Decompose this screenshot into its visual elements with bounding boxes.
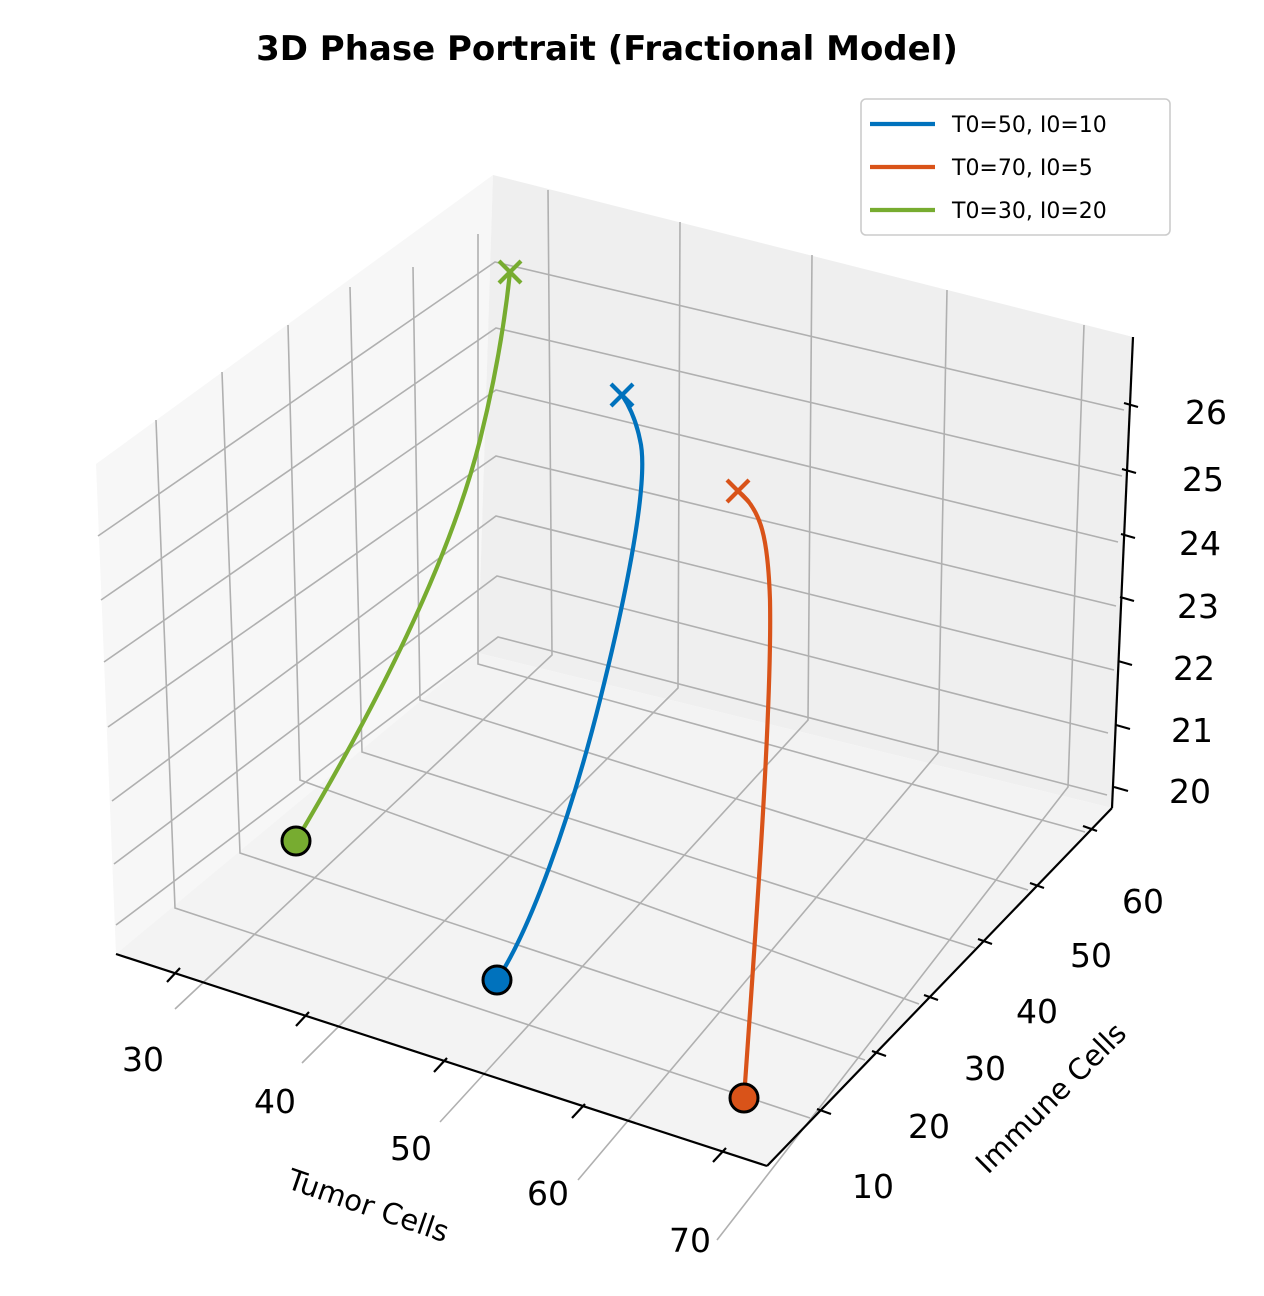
y-tick-labels: 10 20 30 40 50 60	[852, 882, 1164, 1206]
series-group	[280, 259, 523, 857]
series-start-marker	[280, 825, 312, 857]
z-tick-mark	[1120, 532, 1136, 540]
z-grid-line	[103, 389, 1119, 663]
y-tick-mark	[871, 1049, 887, 1058]
y-tick-label: 50	[1070, 936, 1112, 975]
y-tick-mark	[923, 993, 939, 1002]
series-group	[725, 478, 773, 1114]
z-tick-label: 22	[1173, 649, 1215, 688]
series-line	[293, 269, 513, 844]
floor-pane	[116, 653, 1112, 1166]
y-tick-mark	[1082, 824, 1098, 833]
y-tick-label: 20	[908, 1107, 950, 1146]
x-tick-label: 30	[122, 1040, 164, 1079]
z-tick-mark	[1119, 595, 1135, 603]
z-tick-label: 26	[1185, 393, 1227, 432]
series-end-marker	[609, 382, 635, 408]
z-grid-line	[111, 515, 1115, 802]
y-axis-line	[766, 807, 1113, 1167]
y-tick-label: 10	[852, 1167, 894, 1206]
x-grid-line	[174, 189, 553, 1010]
z-tick-mark	[1123, 401, 1139, 409]
series-start-marker	[728, 1082, 760, 1114]
x-tick-labels: 30 40 50 60 70	[122, 1040, 711, 1260]
y-tick-label: 40	[1016, 992, 1058, 1031]
legend-entries: T0=50, I0=10 T0=70, I0=5 T0=30, I0=20	[870, 113, 1107, 224]
y-grid-line	[287, 324, 920, 1005]
legend-box	[860, 98, 1171, 236]
y-grid-line	[477, 234, 1086, 833]
z-grid-line	[115, 636, 1108, 926]
x-tick-mark	[712, 1147, 727, 1163]
series-end-marker	[725, 478, 751, 504]
x-tick-label: 50	[390, 1129, 432, 1168]
x-tick-mark	[433, 1057, 448, 1073]
legend: T0=50, I0=10 T0=70, I0=5 T0=30, I0=20	[860, 98, 1171, 236]
legend-label: T0=70, I0=5	[951, 156, 1093, 181]
y-tick-mark	[977, 937, 993, 946]
y-tick-mark	[816, 1107, 832, 1116]
x-tick-label: 70	[669, 1221, 711, 1260]
z-tick-label: 20	[1169, 772, 1211, 811]
x-axis-line	[115, 952, 768, 1168]
y-grid-line	[155, 419, 811, 1119]
x-grid-line	[577, 289, 948, 1181]
series-end-marker	[497, 259, 523, 285]
x-tick-mark	[295, 1011, 310, 1027]
z-grid-line	[97, 261, 1125, 537]
y-grid-line	[349, 286, 976, 949]
series-start-marker	[481, 964, 513, 996]
x-grid-line	[301, 221, 681, 1064]
z-tick-label: 24	[1179, 524, 1221, 563]
tick-marks	[166, 401, 1139, 1163]
series-line	[494, 392, 645, 983]
z-tick-label: 25	[1182, 460, 1224, 499]
series-group	[481, 382, 645, 996]
x-tick-mark	[571, 1103, 586, 1119]
z-tick-mark	[1117, 659, 1133, 667]
y-grid-line	[412, 266, 1029, 891]
series-layer	[280, 259, 773, 1114]
z-axis-line	[1110, 336, 1135, 809]
z-tick-mark	[1121, 467, 1137, 475]
x-tick-mark	[166, 967, 181, 983]
x-grid-line	[439, 254, 813, 1123]
x-tick-label: 60	[527, 1174, 569, 1213]
y-grid-line	[221, 371, 866, 1061]
chart-title: 3D Phase Portrait (Fractional Model)	[256, 29, 958, 69]
z-grid-line	[107, 455, 1117, 728]
z-tick-mark	[1113, 785, 1129, 793]
z-tick-label: 21	[1171, 711, 1213, 750]
z-tick-mark	[1115, 723, 1131, 731]
y-tick-label: 30	[964, 1049, 1006, 1088]
legend-label: T0=30, I0=20	[951, 199, 1107, 224]
y-axis-label: Immune Cells	[969, 1016, 1133, 1180]
legend-label: T0=50, I0=10	[951, 113, 1107, 138]
x-grid-line	[716, 324, 1085, 1241]
z-tick-label: 23	[1177, 587, 1219, 626]
y-tick-label: 60	[1122, 882, 1164, 921]
y-tick-mark	[1029, 881, 1045, 890]
z-grid-line	[113, 575, 1109, 865]
back-pane	[478, 175, 1133, 808]
z-grid-line	[100, 327, 1123, 601]
x-axis-label: Tumor Cells	[282, 1162, 453, 1249]
series-line	[735, 488, 773, 1101]
z-tick-labels: 20 21 22 23 24 25 26	[1169, 393, 1227, 811]
x-tick-label: 40	[254, 1082, 296, 1121]
grid-lines	[97, 189, 1125, 1241]
